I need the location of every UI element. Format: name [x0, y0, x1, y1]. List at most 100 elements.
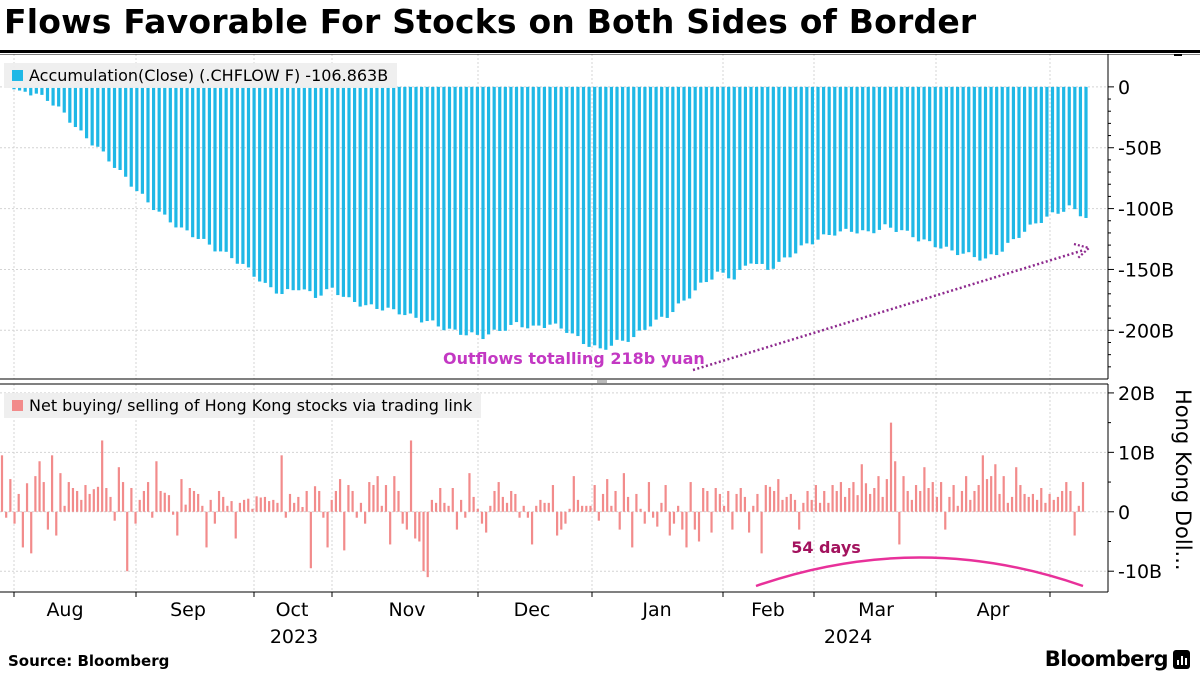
bar-accumulation — [447, 86, 452, 329]
bar-net-buying — [601, 493, 605, 512]
bar-accumulation — [961, 86, 965, 254]
panel-frame — [0, 54, 1200, 593]
bar-accumulation — [207, 86, 212, 245]
bar-accumulation — [1017, 86, 1021, 238]
bar-accumulation — [916, 86, 921, 242]
bar-accumulation — [146, 86, 150, 203]
outflows-annotation: Outflows totalling 218b yuan — [443, 349, 705, 368]
bar-net-buying — [1027, 496, 1030, 512]
y-tick-label-bottom-1: 10B — [1118, 442, 1155, 464]
bar-net-buying — [480, 511, 484, 524]
bar-accumulation — [1073, 86, 1077, 210]
bar-net-buying — [843, 496, 847, 512]
bar-net-buying — [384, 485, 388, 512]
x-label-month-apr: Apr — [977, 599, 1010, 621]
bar-net-buying — [96, 486, 100, 512]
bar-accumulation — [442, 86, 446, 331]
bar-net-buying — [1077, 505, 1080, 512]
bar-accumulation — [107, 86, 111, 162]
bar-accumulation — [760, 86, 764, 264]
bar-accumulation — [84, 86, 89, 139]
bar-net-buying — [380, 505, 383, 512]
bar-accumulation — [738, 86, 742, 270]
bar-net-buying — [163, 492, 166, 512]
bar-net-buying — [268, 501, 271, 512]
bar-accumulation — [196, 86, 200, 239]
bar-net-buying — [464, 511, 467, 518]
bar-net-buying — [359, 502, 363, 512]
bar-accumulation — [1034, 86, 1038, 224]
bar-net-buying — [134, 511, 137, 524]
bar-accumulation — [347, 86, 351, 298]
bar-net-buying — [1061, 490, 1064, 512]
bar-net-buying — [702, 488, 705, 512]
bar-net-buying — [710, 511, 713, 533]
bar-net-buying — [372, 485, 375, 512]
bar-net-buying — [213, 511, 216, 524]
bar-net-buying — [864, 483, 868, 512]
bar-accumulation — [34, 86, 38, 94]
bar-accumulation — [643, 86, 647, 330]
bar-net-buying — [284, 511, 287, 518]
bar-net-buying — [1010, 496, 1014, 512]
bar-accumulation — [665, 86, 669, 318]
bar-net-buying — [1052, 499, 1055, 512]
bar-accumulation — [1067, 86, 1071, 206]
bar-accumulation — [464, 86, 468, 336]
bar-accumulation — [336, 86, 340, 296]
bar-accumulation — [129, 86, 133, 187]
y-tick-label-bottom-0: 20B — [1118, 383, 1155, 405]
bar-accumulation — [213, 86, 217, 252]
bar-net-buying — [827, 502, 830, 512]
title-rule — [0, 50, 1200, 53]
bar-net-buying — [197, 493, 200, 512]
bar-net-buying — [626, 496, 630, 512]
days-arc — [755, 556, 1084, 588]
x-label-month-mar: Mar — [858, 599, 894, 621]
bar-net-buying — [17, 493, 20, 512]
bar-net-buying — [814, 485, 817, 512]
bar-accumulation — [151, 86, 156, 211]
panel-resize-handle — [597, 380, 607, 383]
bar-accumulation — [302, 86, 306, 290]
bar-accumulation — [375, 86, 379, 309]
bar-accumulation — [1028, 86, 1032, 225]
bar-net-buying — [1081, 482, 1085, 512]
x-label-month-nov: Nov — [388, 599, 425, 621]
y-tick-label-top-3: -150B — [1118, 259, 1174, 281]
bar-net-buying — [1002, 476, 1005, 512]
bar-accumulation — [766, 86, 770, 270]
top-panel-legend: Accumulation(Close) (.CHFLOW F) -106.863… — [4, 63, 398, 88]
bar-accumulation — [397, 86, 401, 315]
bar-net-buying — [643, 511, 646, 524]
bar-net-buying — [660, 502, 663, 512]
bar-accumulation — [849, 86, 854, 232]
bar-net-buying — [322, 511, 325, 518]
bar-net-buying — [543, 502, 546, 512]
bar-net-buying — [259, 497, 262, 512]
bar-accumulation — [414, 86, 418, 318]
bar-accumulation — [12, 86, 16, 90]
bottom-panel-bars — [0, 422, 1085, 578]
bar-accumulation — [57, 86, 61, 107]
bar-net-buying — [55, 511, 58, 536]
bar-net-buying — [731, 511, 734, 530]
bar-net-buying — [576, 499, 580, 512]
bar-net-buying — [334, 490, 337, 512]
bar-accumulation — [79, 86, 83, 131]
bar-net-buying — [1040, 488, 1043, 512]
bar-net-buying — [1044, 502, 1047, 512]
bar-net-buying — [146, 482, 150, 512]
bar-accumulation — [922, 86, 926, 240]
bar-net-buying — [889, 422, 893, 512]
bar-net-buying — [985, 479, 989, 512]
bar-net-buying — [910, 499, 913, 512]
bar-net-buying — [914, 485, 918, 512]
bar-accumulation — [252, 86, 256, 277]
bar-net-buying — [201, 505, 204, 512]
bar-net-buying — [460, 499, 463, 512]
bar-net-buying — [568, 508, 571, 512]
bar-accumulation — [157, 86, 161, 212]
x-label-month-jan: Jan — [641, 599, 671, 621]
bar-accumulation — [553, 86, 558, 324]
